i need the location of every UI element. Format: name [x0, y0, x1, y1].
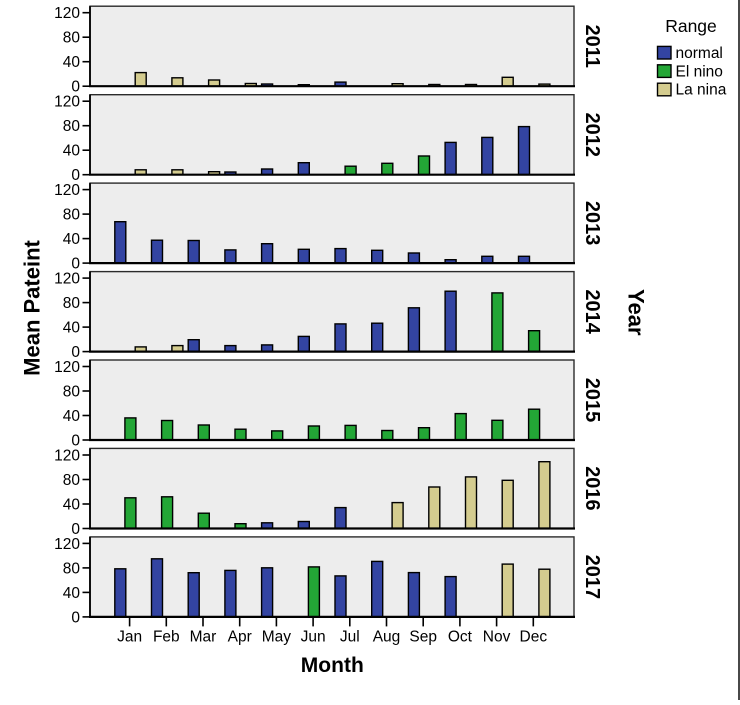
svg-text:80: 80	[63, 295, 81, 312]
svg-text:normal: normal	[676, 45, 723, 62]
svg-text:40: 40	[63, 143, 81, 160]
svg-text:Range: Range	[665, 16, 717, 36]
svg-text:40: 40	[63, 231, 81, 248]
svg-text:Mar: Mar	[190, 629, 217, 646]
svg-text:2011: 2011	[581, 25, 603, 68]
svg-text:120: 120	[54, 182, 80, 199]
svg-text:Nov: Nov	[483, 629, 511, 646]
svg-text:120: 120	[54, 94, 80, 111]
svg-text:Mean Pateint: Mean Pateint	[19, 239, 44, 375]
svg-text:Jan: Jan	[117, 629, 142, 646]
svg-text:120: 120	[54, 5, 80, 22]
svg-text:40: 40	[63, 408, 81, 425]
svg-text:40: 40	[63, 496, 81, 513]
svg-text:80: 80	[63, 383, 81, 400]
svg-text:Dec: Dec	[520, 629, 548, 646]
svg-text:Year: Year	[624, 289, 649, 336]
svg-text:2012: 2012	[581, 112, 603, 157]
svg-text:80: 80	[63, 30, 81, 47]
svg-text:2017: 2017	[581, 555, 603, 600]
svg-text:2016: 2016	[581, 466, 603, 511]
svg-text:0: 0	[71, 79, 80, 96]
svg-text:0: 0	[71, 256, 80, 273]
svg-text:2013: 2013	[581, 201, 603, 246]
svg-text:Feb: Feb	[153, 629, 180, 646]
svg-text:0: 0	[71, 344, 80, 361]
svg-text:120: 120	[54, 447, 80, 464]
svg-text:40: 40	[63, 319, 81, 336]
svg-text:0: 0	[71, 521, 80, 538]
svg-text:40: 40	[63, 585, 81, 602]
svg-text:Aug: Aug	[373, 629, 401, 646]
svg-text:80: 80	[63, 207, 81, 224]
svg-text:Apr: Apr	[228, 629, 252, 646]
svg-text:0: 0	[71, 167, 80, 184]
svg-text:120: 120	[54, 359, 80, 376]
svg-text:80: 80	[63, 560, 81, 577]
svg-text:Jul: Jul	[340, 629, 360, 646]
svg-text:0: 0	[71, 609, 80, 626]
svg-text:Month: Month	[301, 654, 364, 677]
svg-text:Oct: Oct	[448, 629, 473, 646]
svg-text:Sep: Sep	[409, 629, 437, 646]
svg-text:80: 80	[63, 118, 81, 135]
svg-text:80: 80	[63, 472, 81, 489]
svg-text:120: 120	[54, 536, 80, 553]
svg-text:40: 40	[63, 54, 81, 71]
svg-text:120: 120	[54, 270, 80, 287]
svg-text:La nina: La nina	[676, 82, 727, 99]
svg-text:El nino: El nino	[676, 63, 723, 80]
svg-text:Jun: Jun	[301, 629, 326, 646]
svg-text:2014: 2014	[581, 289, 603, 334]
svg-text:May: May	[262, 629, 292, 646]
svg-text:2015: 2015	[581, 378, 603, 423]
svg-text:0: 0	[71, 432, 80, 449]
